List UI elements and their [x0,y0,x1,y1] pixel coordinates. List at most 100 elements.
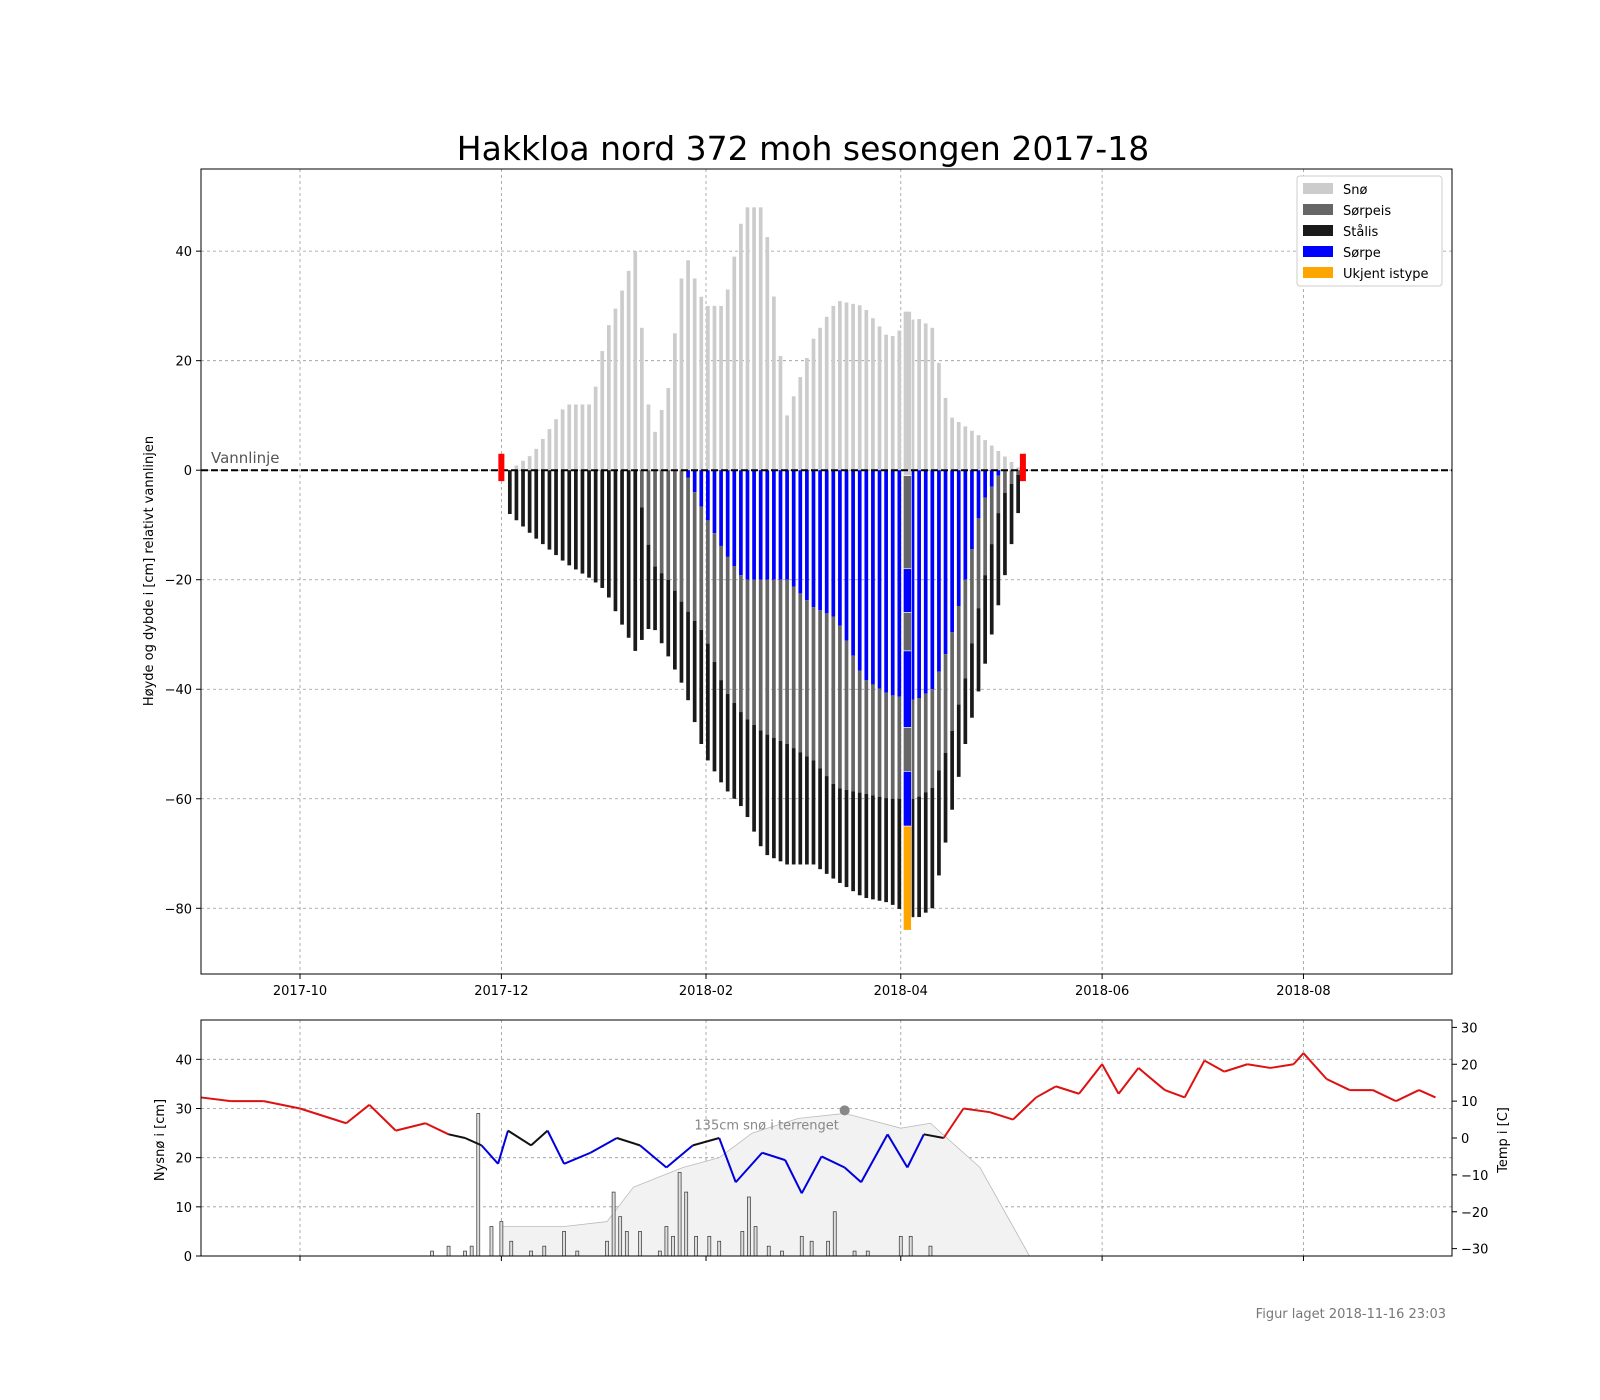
snow-bar [897,330,902,471]
sorpeis-bar [818,610,822,769]
temperature-segment [1012,1096,1037,1121]
staalis-bar [1009,483,1014,545]
staalis-bar [613,470,618,612]
temperature-segment [497,1130,509,1165]
sorpeis-bar [692,492,697,621]
snow-bar [950,417,954,471]
temperature-segment [1418,1089,1436,1099]
new-snow-bar [489,1226,494,1257]
new-snow-bar [671,1235,675,1257]
sorpeis-bar [890,695,895,799]
sorpeis-bar [785,579,789,744]
staalis-bar [950,730,954,810]
sorpeis-bar [646,470,651,545]
temperature-segment [718,1137,737,1183]
staalis-bar [864,793,869,899]
slush-bar [871,470,875,685]
new-snow-bar [684,1191,689,1257]
staalis-bar [679,601,684,683]
staalis-bar [937,770,941,876]
temperature-segment [1302,1052,1328,1080]
ice-layer-bars [507,207,1020,918]
sorpeis-bar [943,654,948,753]
new-snow-bar [611,1191,616,1257]
slush-bar [937,470,941,672]
slush-bar [739,470,743,576]
sorpeis-bar [996,475,1001,514]
slush-bar [950,470,954,633]
new-snow-bar [826,1240,831,1257]
new-snow-bar [898,1235,903,1257]
new-snow-bar [852,1250,857,1257]
new-snow-bar [446,1245,451,1257]
y2-tick-label: 20 [1461,1058,1478,1073]
staalis-bar [963,678,968,744]
snow-bar [778,355,783,471]
slush-bar [719,470,723,546]
new-snow-bar [499,1221,504,1257]
snow-bar [798,377,803,471]
staalis-bar [811,760,816,865]
staalis-bar [1016,474,1020,514]
snow-bar [1003,456,1007,471]
ice-date-marker [1019,453,1026,482]
staalis-bar [587,470,591,578]
legend-label: Ukjent istype [1343,267,1429,282]
temperature-segment [590,1137,618,1154]
staalis-bar [573,470,578,570]
snow-bar [996,451,1001,471]
sorpeis-bar [923,693,928,793]
staalis-bar [540,470,545,545]
sorpeis-bar [844,640,849,790]
snow-bar [818,327,822,471]
ice-measurement-column [903,311,912,931]
staalis-bar [956,704,961,777]
staalis-bar [778,740,783,862]
temperature-segment [665,1144,694,1169]
snow-bar [970,430,974,471]
legend-label: Stålis [1343,225,1379,240]
temperature-segment [989,1111,1014,1121]
slush-bar [692,470,697,493]
snow-bar [864,310,869,471]
snow-bar [706,305,710,471]
temperature-segment [821,1155,846,1169]
temperature-segment [1078,1063,1103,1095]
snow-bar [560,409,565,471]
staalis-bar [983,575,987,664]
y2-tick-label: 30 [1461,1021,1478,1036]
slush-bar [772,470,776,580]
sorpeis-bar [1016,470,1020,475]
temperature-line [200,1052,1436,1194]
slush-bar [811,470,816,608]
snow-bar [937,362,941,471]
temperature-segment [480,1144,499,1165]
staalis-bar [798,752,803,865]
new-snow-bar [529,1250,533,1257]
snow-bar [686,260,690,471]
y-tick-label: −20 [165,574,192,589]
slush-bar [857,470,862,671]
sorpeis-bar [719,545,723,681]
measurement-layer [903,311,912,476]
temperature-segment [464,1137,482,1147]
y-tick-label: 40 [175,1053,192,1068]
staalis-bar [567,470,572,566]
staalis-bar [514,470,519,521]
temperature-segment [395,1122,426,1132]
staalis-bar [646,544,651,629]
staalis-bar [659,573,664,644]
snow-bar [758,207,763,471]
staalis-bar [871,795,875,900]
staalis-bar [890,798,895,905]
legend-label: Sørpe [1343,246,1381,261]
new-snow-bar [780,1250,784,1257]
staalis-bar [580,470,585,574]
temperature-segment [1292,1052,1305,1065]
temperature-segment [368,1104,397,1132]
slush-bar [838,470,842,626]
snow-bar [613,308,618,471]
sorpeis-bar [712,533,717,662]
staalis-bar [831,783,836,879]
